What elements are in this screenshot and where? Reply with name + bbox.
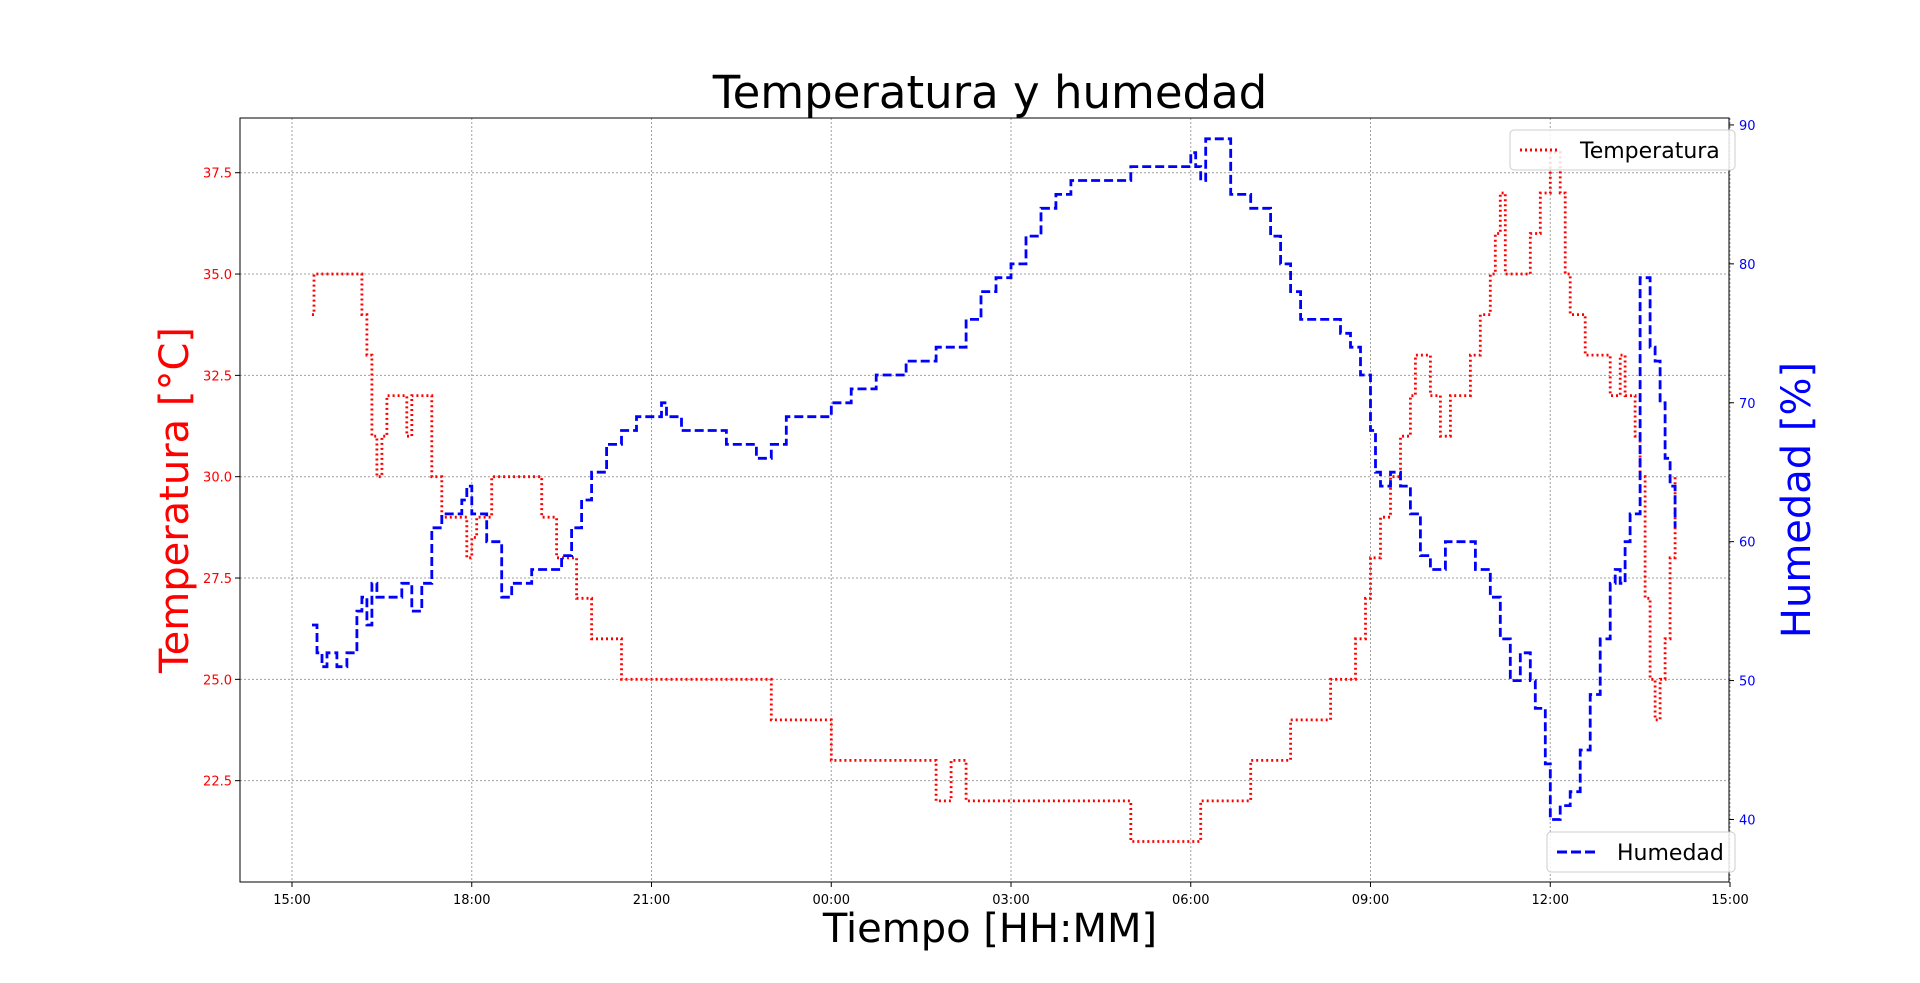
x-tick-label: 15:00 — [1711, 893, 1748, 908]
y-left-tick-label: 30.0 — [203, 471, 232, 486]
y-right-tick-label: 50 — [1739, 675, 1756, 690]
x-tick-label: 15:00 — [273, 893, 310, 908]
chart-title: Temperatura y humedad — [712, 66, 1267, 119]
legend-humidity: Humedad — [1546, 831, 1736, 873]
series-layer — [312, 137, 1677, 843]
y-right-tick-label: 80 — [1739, 258, 1756, 273]
y-right-tick-label: 40 — [1739, 813, 1756, 828]
x-tick-label: 21:00 — [633, 893, 670, 908]
x-tick-label: 18:00 — [453, 893, 490, 908]
x-axis-label: Tiempo [HH:MM] — [822, 906, 1157, 952]
legend-humidity-box — [1546, 831, 1736, 873]
y-left-axis-label: Temperatura [°C] — [152, 327, 198, 674]
y-right-axis-label: Humedad [%] — [1774, 362, 1820, 638]
y-right-axis-ticks: 40 50 60 70 80 90 — [1729, 119, 1756, 828]
legend-temperature-box — [1509, 129, 1736, 171]
x-tick-label: 03:00 — [992, 893, 1029, 908]
x-tick-label: 06:00 — [1172, 893, 1209, 908]
y-left-tick-label: 35.0 — [203, 268, 232, 283]
y-left-axis-ticks: 22.5 25.0 27.5 30.0 32.5 35.0 37.5 — [203, 167, 240, 790]
y-left-tick-label: 27.5 — [203, 572, 232, 587]
x-tick-label: 00:00 — [813, 893, 850, 908]
y-right-tick-label: 60 — [1739, 536, 1756, 551]
y-left-tick-label: 32.5 — [203, 369, 232, 384]
temperature-series-line — [312, 151, 1677, 843]
humidity-series-line — [312, 137, 1677, 821]
legend-temperature-label: Temperatura — [1579, 139, 1720, 164]
grid-lines — [240, 118, 1731, 882]
x-tick-label: 12:00 — [1532, 893, 1569, 908]
x-tick-label: 09:00 — [1352, 893, 1389, 908]
legend-temperature: Temperatura — [1509, 129, 1736, 171]
y-left-tick-label: 22.5 — [203, 775, 232, 790]
y-left-tick-label: 37.5 — [203, 167, 232, 182]
y-right-tick-label: 90 — [1739, 119, 1756, 134]
y-right-tick-label: 70 — [1739, 397, 1756, 412]
legend-humidity-label: Humedad — [1617, 841, 1724, 866]
y-left-tick-label: 25.0 — [203, 673, 232, 688]
x-axis-ticks: 15:00 18:00 21:00 00:00 03:00 06:00 09:00 12:00… — [273, 882, 1749, 908]
plot-frame — [239, 117, 1730, 883]
